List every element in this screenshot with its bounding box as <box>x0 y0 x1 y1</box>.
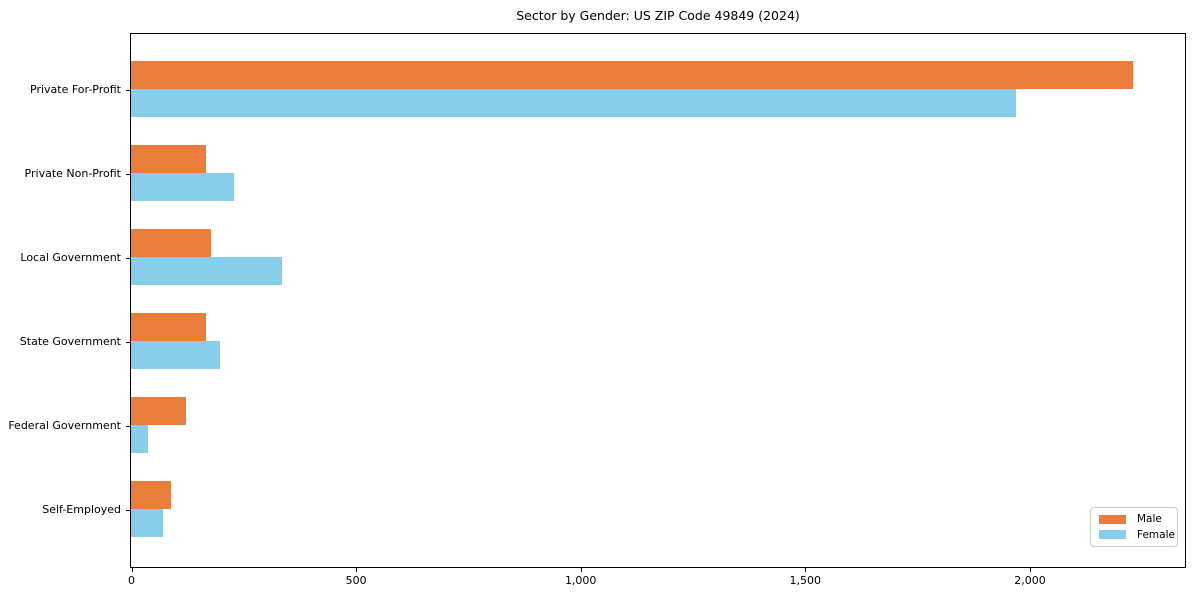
bar-female-2 <box>131 173 235 201</box>
x-tick-label: 2,000 <box>1014 574 1046 587</box>
x-tick-mark <box>805 568 807 572</box>
x-tick-mark <box>356 568 358 572</box>
y-tick-mark <box>126 341 130 343</box>
bar-male-2 <box>131 145 206 173</box>
plot-area <box>130 33 1186 568</box>
x-tick-mark <box>580 568 582 572</box>
y-tick-label: State Government <box>19 334 121 348</box>
bar-female-5 <box>131 425 149 453</box>
x-tick-label: 1,000 <box>564 574 597 587</box>
y-tick-label: Federal Government <box>8 418 121 432</box>
legend-swatch-male <box>1099 514 1126 524</box>
y-tick-label: Local Government <box>20 250 121 264</box>
bar-male-5 <box>131 397 186 425</box>
x-tick-mark <box>131 568 133 572</box>
bar-female-4 <box>131 341 221 369</box>
x-tick-label: 0 <box>128 574 135 587</box>
bar-male-3 <box>131 229 211 257</box>
y-tick-mark <box>126 173 130 175</box>
chart-title: Sector by Gender: US ZIP Code 49849 (202… <box>516 8 800 23</box>
x-tick-mark <box>1030 568 1031 572</box>
bar-female-1 <box>131 89 1017 117</box>
bar-male-6 <box>131 481 171 509</box>
y-tick-mark <box>126 425 130 427</box>
bar-male-4 <box>131 313 206 341</box>
bar-male-1 <box>131 61 1134 89</box>
legend: Male Female <box>1090 507 1178 547</box>
x-tick-label: 1,500 <box>789 574 822 587</box>
y-tick-mark <box>126 257 130 259</box>
x-tick-label: 500 <box>345 574 367 587</box>
y-tick-label: Private Non-Profit <box>24 166 121 180</box>
y-tick-label: Self-Employed <box>42 502 121 516</box>
legend-label-male: Male <box>1137 513 1162 525</box>
legend-label-female: Female <box>1137 528 1175 541</box>
y-tick-label: Private For-Profit <box>30 82 121 96</box>
bar-female-6 <box>131 509 164 537</box>
legend-item-male: Male <box>1099 514 1169 525</box>
legend-item-female: Female <box>1099 529 1175 541</box>
y-tick-mark <box>126 89 130 91</box>
y-tick-mark <box>126 509 130 511</box>
legend-swatch-female <box>1099 530 1126 540</box>
bar-female-3 <box>131 257 282 285</box>
